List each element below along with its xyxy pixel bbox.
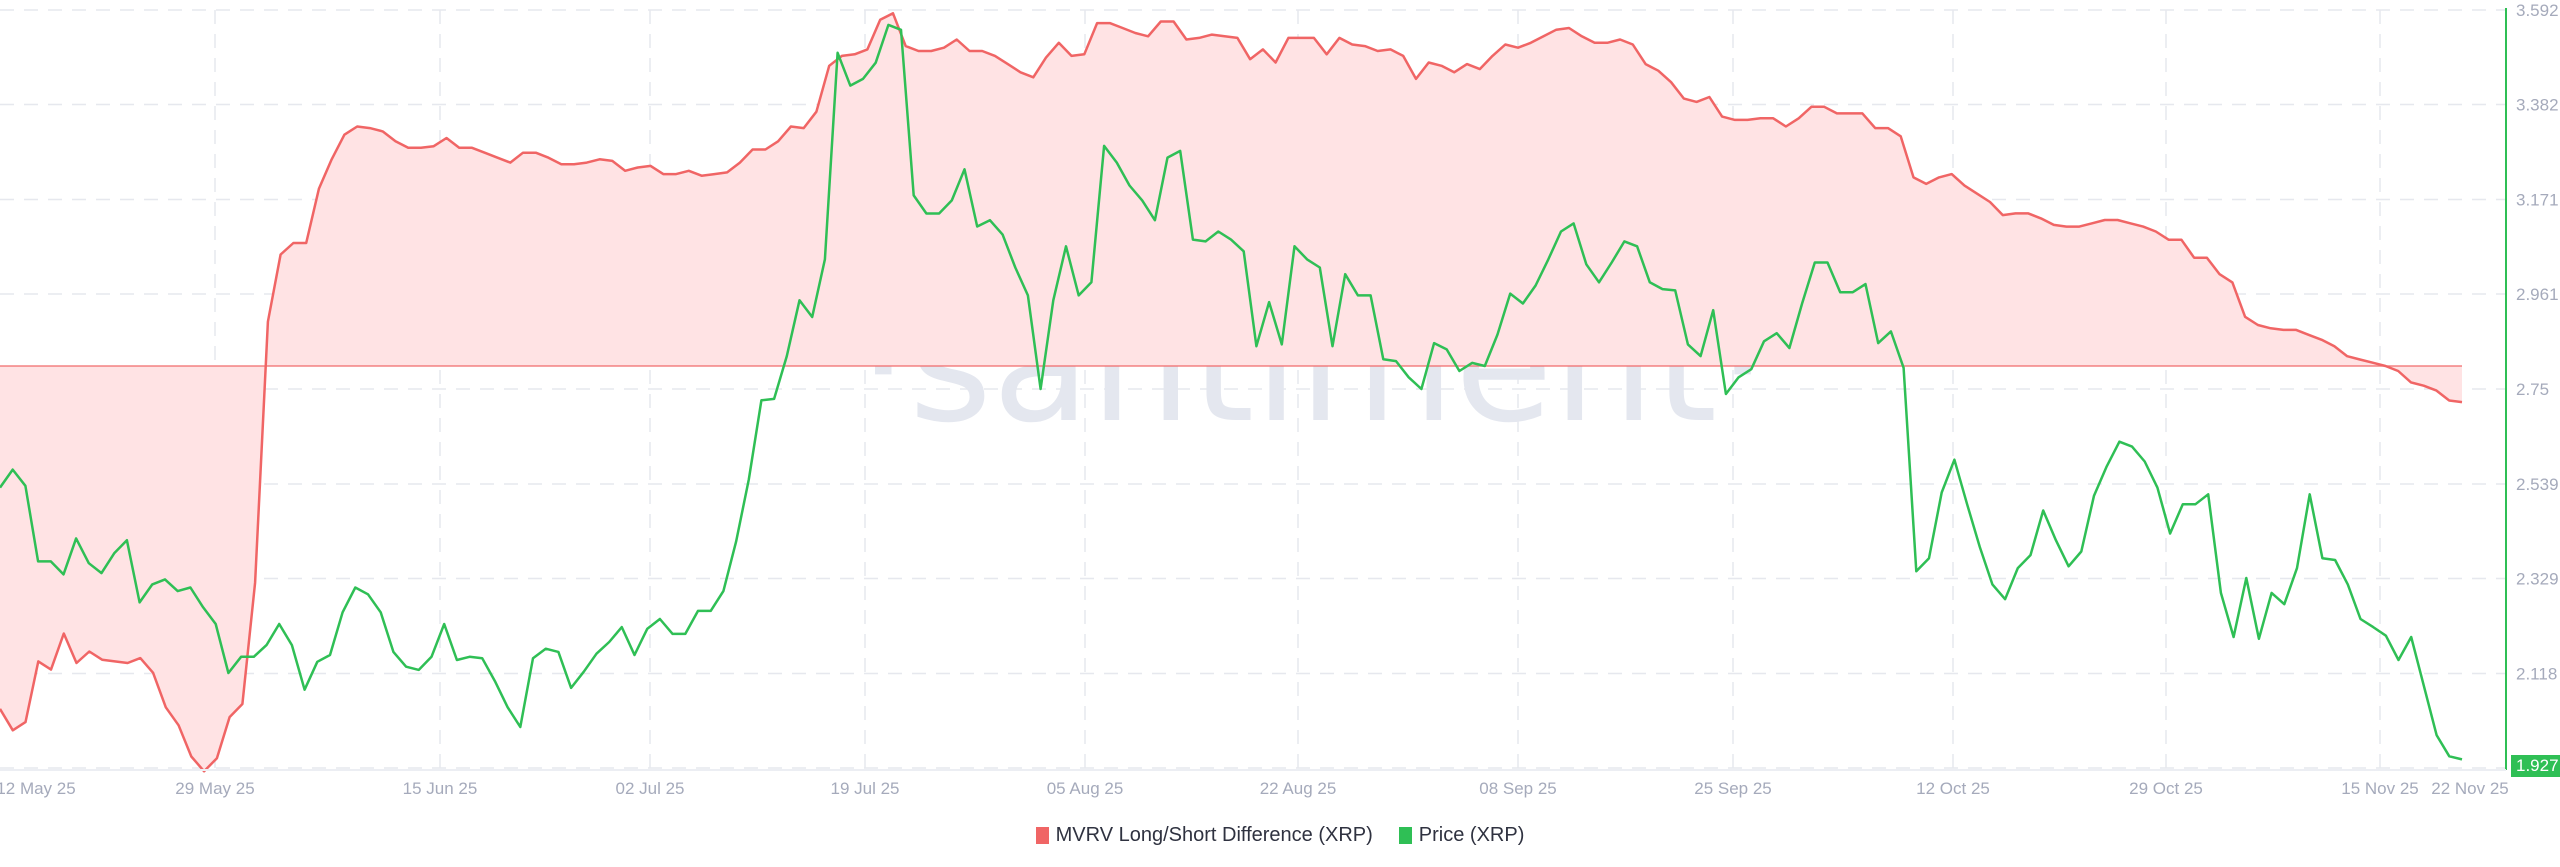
date-tick-label: 22 Aug 25 — [1260, 779, 1337, 798]
price-tick-label: 2.118 — [2516, 664, 2557, 683]
date-tick-label: 08 Sep 25 — [1479, 779, 1557, 798]
mvrv-series — [0, 12, 2463, 773]
legend-label: Price (XRP) — [1418, 824, 1525, 846]
date-tick-label: 12 May 25 — [0, 779, 76, 798]
date-tick-label: 22 Nov 25 — [2431, 779, 2509, 798]
price-tick-label: 3.171 — [2516, 191, 2559, 210]
price-tick-label: 3.382 — [2516, 96, 2559, 115]
last-price-badge: 1.927 — [2511, 755, 2560, 777]
legend: MVRV Long/Short Difference (XRP) Price (… — [0, 824, 2560, 847]
price-tick-label: 2.961 — [2516, 285, 2559, 304]
date-axis-ticks: 12 May 25 29 May 25 15 Jun 25 02 Jul 25 19 J… — [0, 779, 2509, 798]
price-line — [0, 23, 2463, 761]
date-tick-label: 02 Jul 25 — [616, 779, 685, 798]
legend-item-price[interactable]: Price (XRP) — [1398, 824, 1525, 847]
date-tick-label: 15 Jun 25 — [403, 779, 478, 798]
price-tick-label: 2.539 — [2516, 475, 2559, 494]
date-tick-label: 25 Sep 25 — [1694, 779, 1772, 798]
date-tick-label: 19 Jul 25 — [831, 779, 900, 798]
legend-item-mvrv[interactable]: MVRV Long/Short Difference (XRP) — [1035, 824, 1373, 847]
mvrv-line — [0, 12, 2463, 773]
price-tick-label: 3.592 — [2516, 1, 2559, 20]
price-axis-ticks: 3.592 3.382 3.171 2.961 2.75 2.539 2.329 2.118 — [2516, 1, 2559, 683]
date-tick-label: 05 Aug 25 — [1047, 779, 1124, 798]
mvrv-area — [0, 13, 2462, 772]
legend-label: MVRV Long/Short Difference (XRP) — [1055, 824, 1373, 846]
price-tick-label: 2.329 — [2516, 570, 2559, 589]
date-tick-label: 15 Nov 25 — [2341, 779, 2419, 798]
date-tick-label: 29 May 25 — [175, 779, 254, 798]
date-tick-label: 29 Oct 25 — [2129, 779, 2203, 798]
price-tick-label: 2.75 — [2516, 380, 2549, 399]
mvrv-swatch — [1035, 827, 1049, 844]
price-swatch — [1398, 827, 1412, 844]
date-tick-label: 12 Oct 25 — [1916, 779, 1990, 798]
price-series — [0, 23, 2463, 761]
